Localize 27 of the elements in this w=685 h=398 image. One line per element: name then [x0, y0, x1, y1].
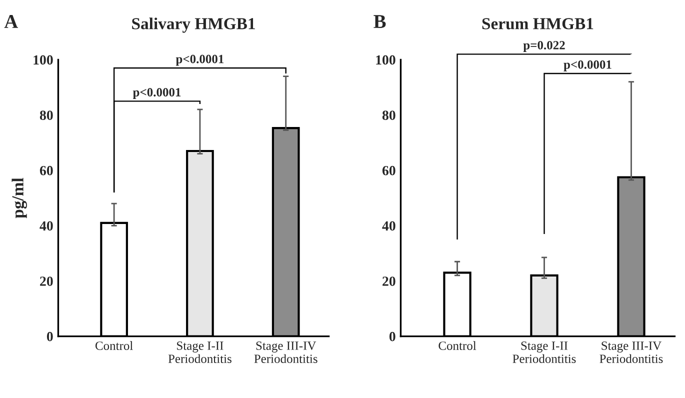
y-tick-label: 80 [382, 110, 396, 120]
y-tick-label: 20 [382, 276, 396, 286]
x-tick-label: Stage III-IV Periodontitis [254, 342, 318, 364]
annotation: p<0.0001 [132, 88, 181, 99]
y-tick-label: 80 [40, 110, 53, 120]
y-tick-label: 60 [40, 166, 53, 176]
text: B [374, 15, 386, 28]
annotation: p<0.0001 [176, 54, 224, 66]
y-axis-title: pg/ml [12, 178, 27, 218]
x-tick-label: Stage I-II Periodontitis [512, 342, 576, 364]
y-tick-label: 0 [389, 332, 396, 342]
y-tick-label: 60 [382, 166, 396, 176]
y-tick-label: 100 [376, 55, 396, 65]
x-tick-label: Control [438, 341, 476, 350]
chart-title: Serum HMGB1 [482, 18, 594, 30]
y-tick-label: 0 [46, 332, 53, 342]
x-tick-label: Stage III-IV Periodontitis [600, 342, 663, 364]
annotation: p<0.0001 [564, 60, 612, 72]
y-tick-label: 20 [40, 276, 53, 286]
text: A [4, 15, 18, 28]
y-tick-label: 40 [382, 221, 396, 231]
chart-title: Salivary HMGB1 [132, 18, 255, 33]
text: p=0.022 [523, 40, 565, 52]
x-tick-label: Control [95, 341, 133, 350]
y-tick-label: 100 [34, 55, 53, 65]
x-tick-label: Stage I-II Periodontitis [168, 342, 232, 364]
y-tick-label: 40 [40, 221, 53, 231]
